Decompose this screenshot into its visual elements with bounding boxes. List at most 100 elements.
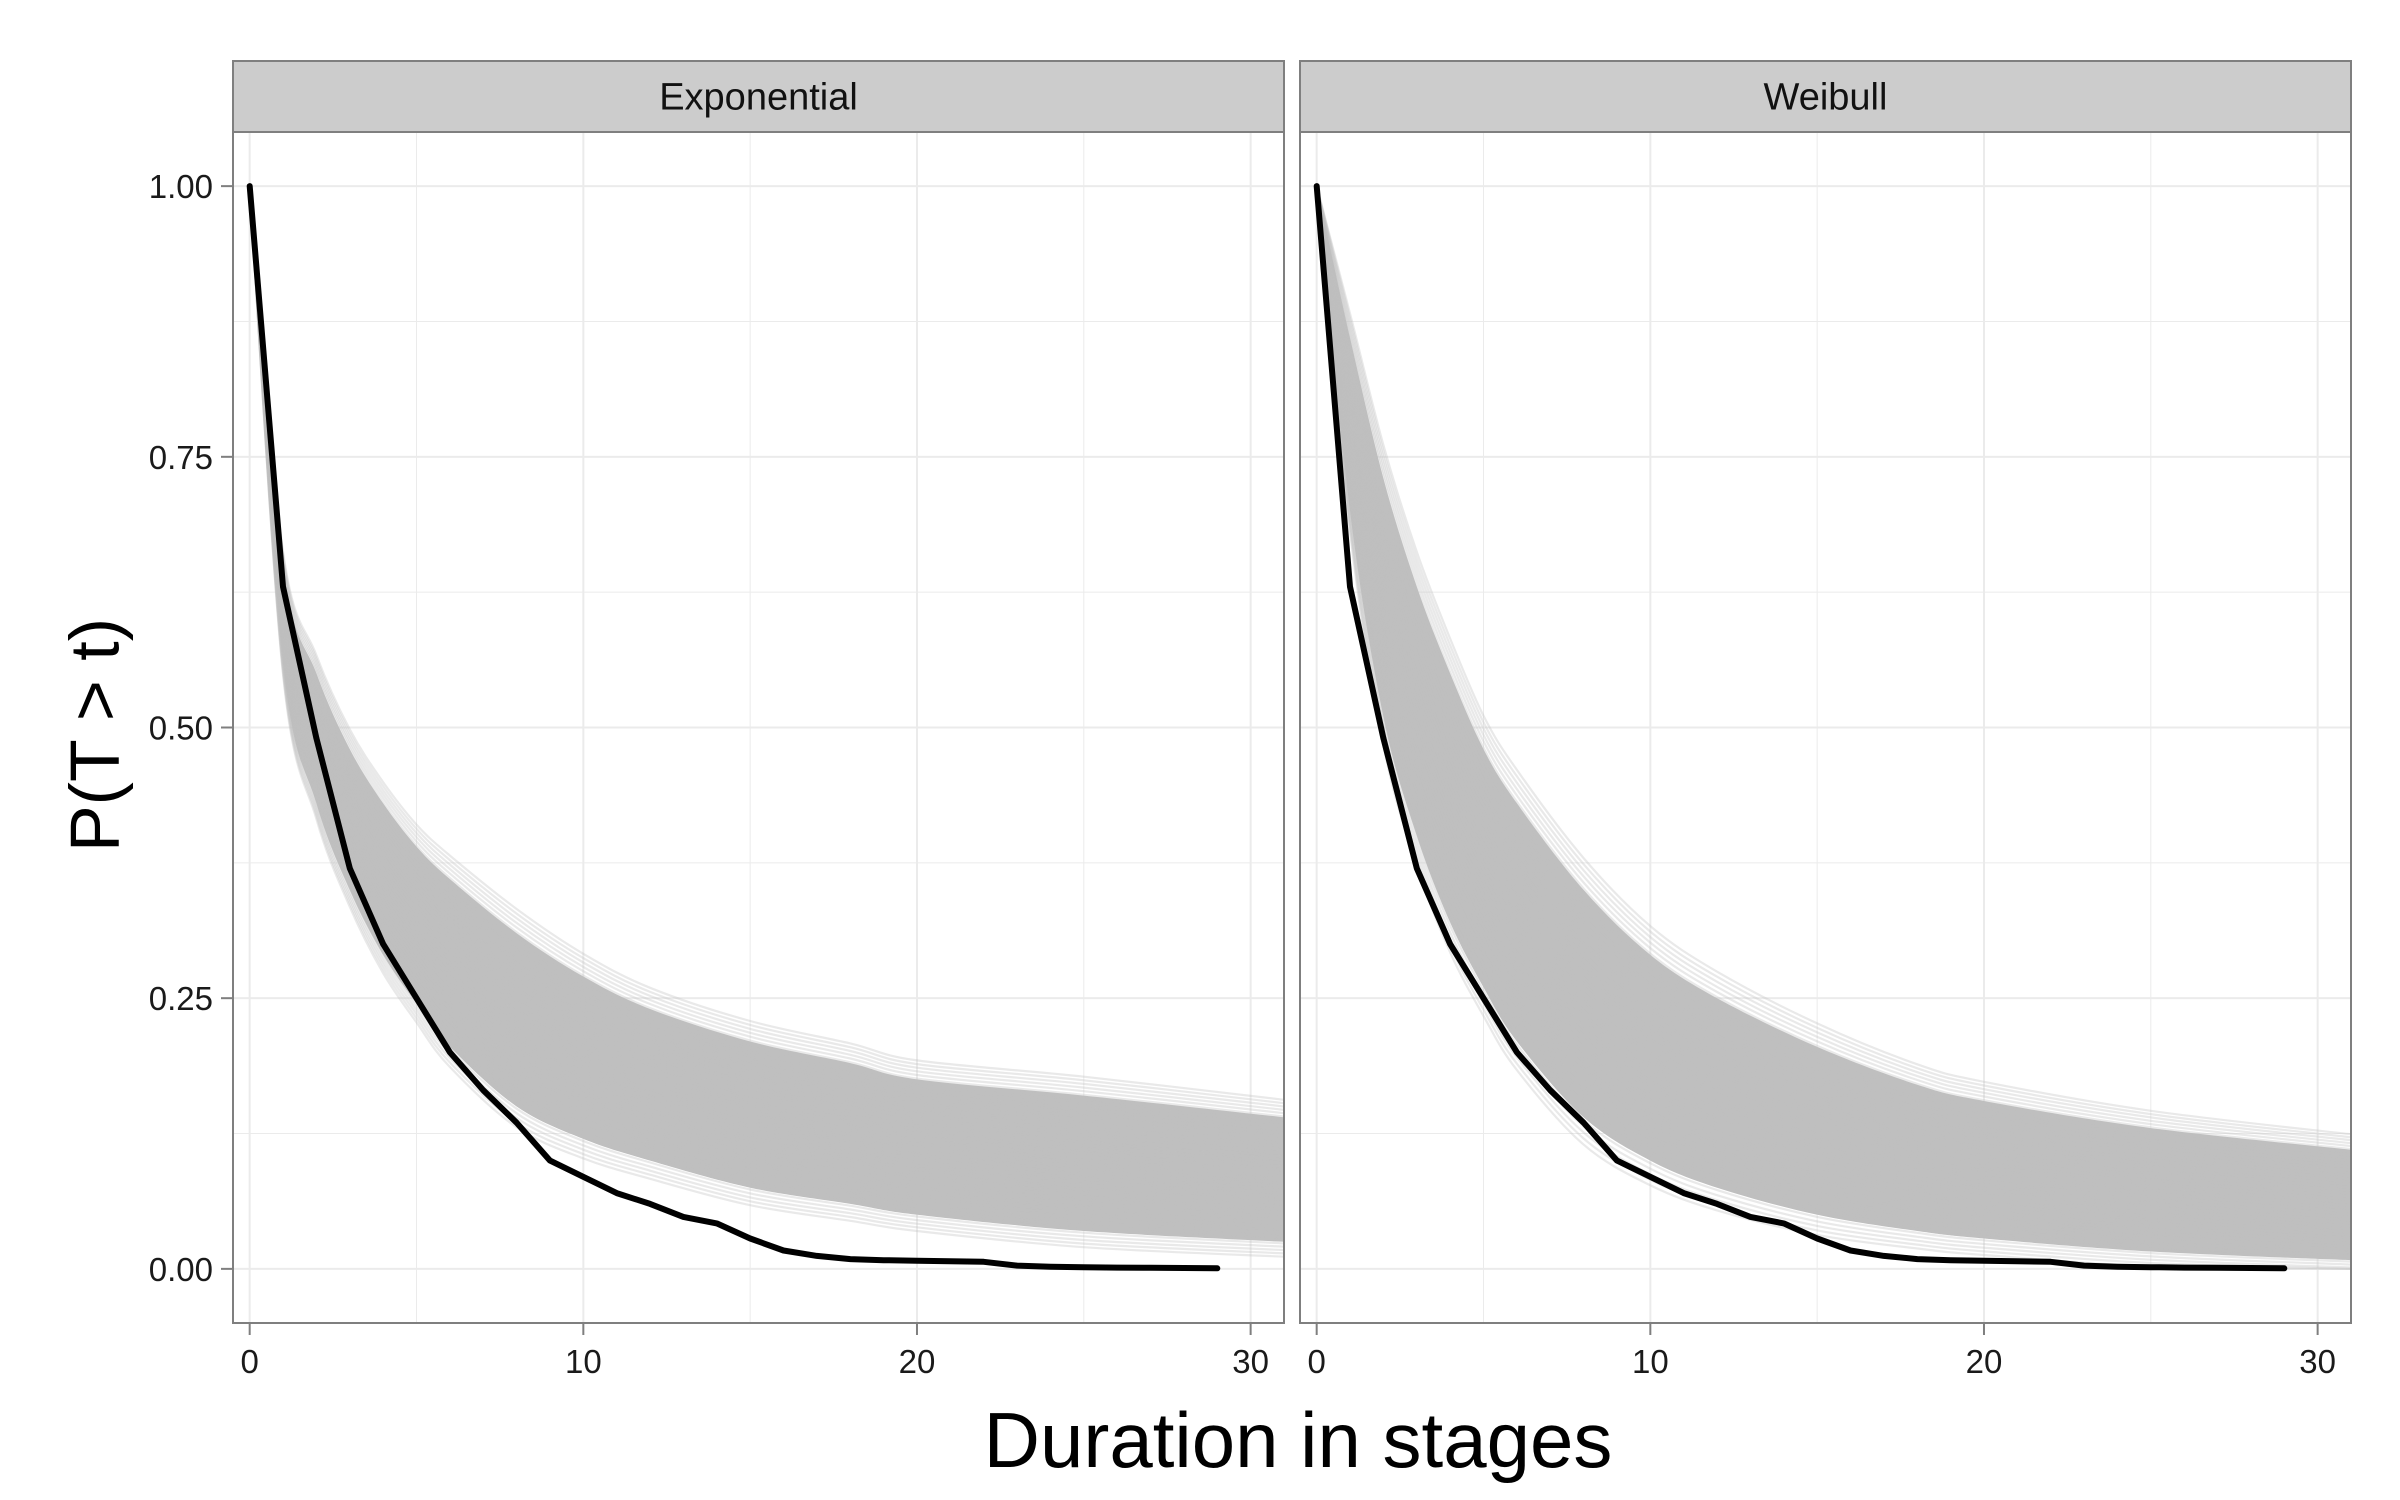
simulated-curve — [248, 186, 1284, 1138]
simulated-curve — [248, 186, 1284, 1135]
simulated-curve — [1315, 185, 2351, 1165]
x-tick-label: 10 — [565, 1343, 602, 1380]
simulated-curve — [1315, 185, 2351, 1136]
facet-strip-label: Weibull — [1764, 77, 1888, 119]
simulated-curve — [248, 186, 1284, 1195]
simulated-curve — [248, 186, 1284, 1218]
observed-curve — [246, 183, 1221, 1272]
x-tick-label: 30 — [2299, 1343, 2336, 1380]
simulated-curve — [248, 186, 1284, 1198]
simulated-curve — [1315, 185, 2351, 1204]
simulated-curve — [1315, 185, 2351, 1228]
simulated-curve — [1315, 185, 2351, 1207]
simulated-curve — [1315, 185, 2351, 1216]
facet-panel-exponential: Exponential 0 10 20 30 — [232, 60, 1285, 1380]
simulated-curve — [248, 186, 1284, 1208]
simulated-curve — [1315, 185, 2351, 1234]
simulated-curve — [248, 186, 1284, 1225]
simulated-curve — [1315, 185, 2351, 1257]
simulated-curve — [248, 186, 1284, 1202]
simulated-curve — [1315, 185, 2351, 1171]
simulated-curve — [248, 186, 1284, 1108]
simulated-curve — [1315, 185, 2351, 1180]
simulated-curve — [1315, 185, 2351, 1239]
simulated-curve — [248, 186, 1284, 1111]
simulated-curve — [248, 186, 1284, 1115]
data-area — [1313, 183, 2351, 1272]
simulated-curve — [1315, 185, 2351, 1177]
y-tick-label: 1.00 — [149, 168, 213, 205]
simulated-curve — [1315, 185, 2351, 1157]
simulated-curve — [248, 186, 1284, 1131]
simulated-curve — [248, 186, 1284, 1175]
y-tick-label: 0.25 — [149, 980, 213, 1017]
y-tick-label: 0.50 — [149, 710, 213, 747]
x-tick-label: 20 — [899, 1343, 936, 1380]
simulated-curve — [248, 186, 1284, 1165]
simulated-curve — [1315, 185, 2351, 1231]
simulated-curve — [1315, 185, 2351, 1186]
simulated-curve — [1315, 185, 2351, 1154]
simulated-curve — [248, 186, 1284, 1178]
observed-curve — [1313, 183, 2288, 1272]
simulated-curve — [248, 186, 1284, 1171]
simulated-curve — [1315, 185, 2351, 1142]
simulated-curve — [248, 186, 1284, 1185]
y-axis: 0.00 0.25 0.50 0.75 1.00 — [149, 168, 233, 1288]
simulated-band — [1316, 186, 2351, 1261]
simulated-curve — [248, 186, 1284, 1118]
simulated-curve — [1315, 185, 2351, 1183]
simulated-curve — [1315, 185, 2351, 1219]
facet-strip-label: Exponential — [659, 77, 858, 119]
simulated-curve — [1315, 185, 2351, 1162]
simulated-curve — [1315, 185, 2351, 1210]
simulated-curve — [1315, 185, 2351, 1260]
x-tick-label: 0 — [241, 1343, 259, 1380]
simulated-curve — [1315, 185, 2351, 1269]
simulated-curve — [1315, 185, 2351, 1168]
simulated-curve — [248, 186, 1284, 1235]
simulated-curve — [248, 186, 1284, 1245]
simulated-curve — [1315, 185, 2351, 1151]
y-tick-label: 0.75 — [149, 439, 213, 476]
facet-strip — [1299, 60, 2352, 133]
simulated-curve — [248, 186, 1284, 1258]
simulated-curve — [248, 186, 1284, 1248]
simulated-curve — [248, 186, 1284, 1125]
simulated-curve — [1315, 185, 2351, 1189]
simulated-curve — [1315, 185, 2351, 1145]
simulated-curve — [248, 186, 1284, 1228]
x-tick-label: 10 — [1632, 1343, 1669, 1380]
simulated-curve — [248, 186, 1284, 1182]
simulated-curve — [1315, 185, 2351, 1139]
x-tick-label: 20 — [1966, 1343, 2003, 1380]
simulated-curve — [248, 186, 1284, 1232]
simulated-curve — [248, 186, 1284, 1105]
simulated-curve — [248, 186, 1284, 1212]
x-tick-label: 0 — [1308, 1343, 1326, 1380]
simulated-curve — [248, 186, 1284, 1128]
simulated-curve — [1315, 185, 2351, 1198]
x-axis-title: Duration in stages — [984, 1396, 1613, 1484]
simulated-curve — [1315, 185, 2351, 1160]
simulated-curve — [1315, 185, 2351, 1201]
simulated-curve — [1315, 185, 2351, 1213]
simulated-curve — [248, 186, 1284, 1101]
simulated-curve — [1315, 185, 2351, 1192]
simulated-curve — [1315, 185, 2351, 1245]
simulated-curve — [248, 186, 1284, 1188]
simulated-curve — [1315, 185, 2351, 1148]
simulated-curve — [1315, 185, 2351, 1222]
simulated-curve — [248, 186, 1284, 1242]
x-tick-label: 30 — [1232, 1343, 1269, 1380]
simulated-curve — [248, 186, 1284, 1121]
simulated-curve — [1315, 185, 2351, 1225]
simulated-curve — [1315, 185, 2351, 1237]
facet-panels: Exponential 0 10 20 30 Weibull 0 10 20 30 — [232, 60, 2352, 1380]
simulated-curve — [1315, 185, 2351, 1174]
facet-panel-weibull: Weibull 0 10 20 30 — [1299, 60, 2352, 1380]
simulated-curve — [248, 186, 1284, 1168]
y-tick-label: 0.00 — [149, 1251, 213, 1288]
simulated-curve — [1315, 185, 2351, 1254]
simulated-band — [249, 186, 1284, 1242]
